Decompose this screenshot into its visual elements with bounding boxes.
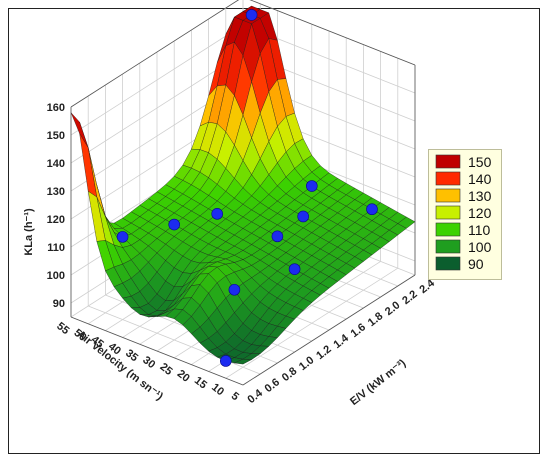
axis-edge [242,274,416,386]
x-tick-label: 0.6 [263,376,282,395]
z-tick-label: 110 [47,242,65,254]
back-grid-line [70,52,244,164]
y-tick-label: 15 [192,375,209,392]
response-surface [70,5,416,365]
design-point [366,203,378,216]
design-point [168,218,180,231]
design-point [245,9,258,21]
design-point [116,231,129,243]
z-tick-label: 90 [53,298,65,310]
x-axis-label: E/V (kW m⁻³) [348,357,408,408]
x-tick-label: 1.6 [349,321,368,340]
y-tick-label: 50 [72,327,89,344]
axis-edge [70,0,240,108]
design-point [297,210,310,223]
x-tick-label: 0.8 [280,365,299,384]
floor-grid-line [225,267,399,379]
z-tick-label: 100 [47,270,65,282]
design-point [288,263,301,275]
design-point [271,230,284,243]
axis-edge [249,0,416,66]
surface-cell [233,358,253,365]
design-point [228,283,241,296]
x-tick-label: 2.0 [383,299,402,318]
axis-edge [70,316,244,386]
y-tick-label: 35 [123,347,140,364]
x-tick-label: 1.0 [297,354,316,373]
y-tick-label: 30 [140,354,157,371]
surface-cell [70,112,89,148]
z-tick-label: 160 [47,102,65,114]
x-tick-label: 2.2 [400,288,419,307]
y-tick-label: 10 [209,381,226,398]
y-tick-label: 20 [175,368,192,385]
z-tick-labels: 90 100 110 120 130 140 150 160 [47,102,65,310]
design-points [116,9,378,367]
z-axis-label: KLa (h⁻¹) [23,208,35,256]
y-tick-label: 40 [106,341,123,358]
x-tick-label: 0.4 [245,387,265,406]
design-point [220,355,232,367]
z-tick-label: 120 [47,214,65,226]
figure-frame [8,8,540,454]
z-tick-label: 130 [47,186,65,198]
x-tick-label: 1.2 [314,343,333,362]
z-tick-label: 140 [47,158,65,170]
back-grid-line [70,24,244,136]
y-tick-label: 5 [229,390,241,403]
y-tick-label: 45 [89,334,106,351]
color-legend [428,149,502,280]
design-point [211,208,223,220]
y-tick-label: 25 [158,361,175,378]
y-tick-label: 55 [54,320,71,337]
x-tick-label: 1.4 [331,332,351,351]
x-tick-label: 1.8 [366,310,385,329]
z-tick-label: 150 [47,130,65,142]
design-point [305,180,318,192]
